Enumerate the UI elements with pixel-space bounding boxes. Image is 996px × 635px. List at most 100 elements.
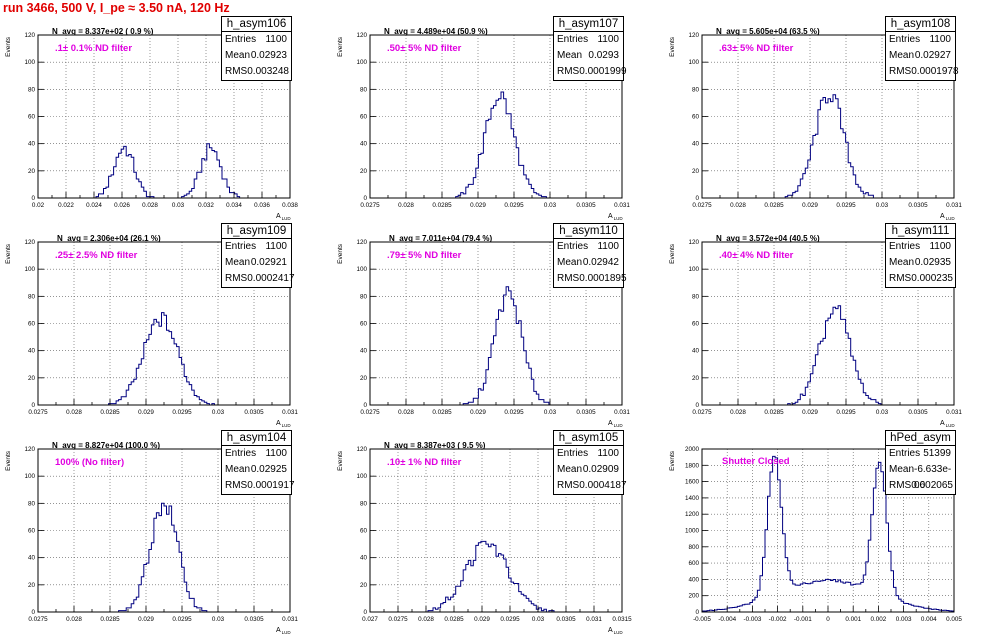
stat-label: Entries bbox=[557, 448, 589, 459]
y-tick-label: 80 bbox=[28, 500, 36, 507]
stat-label: RMS bbox=[889, 66, 912, 77]
x-tick-label: 0.0295 bbox=[836, 202, 856, 209]
stat-value: 51399 bbox=[923, 448, 951, 459]
stat-value: 0.0001895 bbox=[579, 273, 627, 284]
y-tick-label: 60 bbox=[28, 114, 36, 121]
x-tick-label: 0.0305 bbox=[908, 409, 928, 416]
y-tick-label: 0 bbox=[363, 402, 367, 409]
y-tick-label: 0 bbox=[31, 402, 35, 409]
y-tick-label: 100 bbox=[24, 473, 35, 480]
y-tick-label: 1200 bbox=[685, 511, 700, 518]
stat-row-rms: RMS 0.0004187 bbox=[554, 478, 627, 494]
y-tick-label: 20 bbox=[28, 168, 36, 175]
x-tick-label: 0.03 bbox=[172, 202, 185, 209]
x-tick-label: 0.024 bbox=[86, 202, 102, 209]
y-tick-label: 1400 bbox=[685, 495, 700, 502]
y-tick-label: 800 bbox=[688, 544, 699, 551]
x-tick-label: 0.002 bbox=[871, 616, 887, 623]
x-tick-label: 0.0295 bbox=[172, 409, 192, 416]
navg-annotation: N_avg = 8.827e+04 (100.0 %) bbox=[52, 441, 161, 450]
y-tick-label: 20 bbox=[360, 375, 368, 382]
stat-value: 1100 bbox=[597, 34, 619, 45]
x-tick-label: -0.005 bbox=[693, 616, 711, 623]
x-tick-label: 0.03 bbox=[212, 409, 225, 416]
y-tick-label: 100 bbox=[356, 473, 367, 480]
stat-row-entries: Entries 1100 bbox=[886, 32, 955, 48]
y-tick-label: 1800 bbox=[685, 462, 700, 469]
stat-value: 0.002065 bbox=[911, 480, 953, 491]
histogram-line bbox=[370, 540, 622, 613]
x-tick-label: 0.0275 bbox=[692, 409, 712, 416]
stat-row-rms: RMS 0.0001978 bbox=[886, 64, 959, 80]
stat-value: 1100 bbox=[265, 34, 287, 45]
y-tick-label: 20 bbox=[692, 168, 700, 175]
filter-label: .25± 2.5% ND filter bbox=[55, 250, 138, 261]
histogram-panel-h_asym108: 0.0275 0.028 0.0285 0.029 0.0295 0.03 0.0305 0.… bbox=[664, 14, 996, 221]
y-axis-label: Events bbox=[669, 450, 676, 471]
x-tick-label: 0.001 bbox=[845, 616, 861, 623]
y-tick-label: 20 bbox=[28, 375, 36, 382]
stat-label: Mean bbox=[889, 257, 915, 268]
x-tick-label: 0.0295 bbox=[504, 409, 524, 416]
x-tick-label: 0.0305 bbox=[576, 202, 596, 209]
x-axis-label: ALUD bbox=[276, 213, 291, 221]
x-axis-label: ALUD bbox=[608, 213, 623, 221]
navg-annotation: N_avg = 4.489e+04 (50.9 %) bbox=[384, 27, 488, 36]
histogram-name: h_asym110 bbox=[554, 224, 623, 239]
stat-row-rms: RMS 0.003248 bbox=[222, 64, 291, 80]
x-tick-label: 0.028 bbox=[730, 409, 746, 416]
x-tick-label: 0.029 bbox=[474, 616, 490, 623]
x-tick-label: 0.029 bbox=[470, 202, 486, 209]
histogram-plot: 0.02 0.022 0.024 0.026 0.028 0.03 0.032 0.034 0.… bbox=[5, 32, 298, 221]
x-tick-label: 0.03 bbox=[212, 616, 225, 623]
y-tick-label: 40 bbox=[360, 141, 368, 148]
x-tick-label: 0.0315 bbox=[612, 616, 632, 623]
stat-value: 0.02923 bbox=[250, 50, 287, 61]
y-axis-label: Events bbox=[337, 36, 344, 57]
stat-label: Entries bbox=[225, 34, 257, 45]
x-tick-label: 0.031 bbox=[614, 409, 630, 416]
x-tick-label: 0.029 bbox=[802, 409, 818, 416]
y-tick-label: 1000 bbox=[685, 528, 700, 535]
y-tick-label: 120 bbox=[356, 239, 367, 246]
stat-row-mean: Mean 0.02935 bbox=[886, 255, 955, 271]
x-axis-label: ALUD bbox=[608, 627, 623, 635]
stat-value: 0.003248 bbox=[247, 66, 289, 77]
x-tick-label: 0.0295 bbox=[504, 202, 524, 209]
histogram-plot: 0.0275 0.028 0.0285 0.029 0.0295 0.03 0.0305 0.… bbox=[669, 239, 962, 428]
navg-annotation: N_avg = 8.337e+02 ( 0.9 %) bbox=[52, 27, 154, 36]
x-tick-label: 0.003 bbox=[896, 616, 912, 623]
y-tick-label: 0 bbox=[31, 609, 35, 616]
stat-value: 0.02925 bbox=[250, 464, 287, 475]
y-tick-label: 20 bbox=[692, 375, 700, 382]
y-tick-label: 60 bbox=[360, 114, 368, 121]
x-tick-label: 0.0275 bbox=[360, 202, 380, 209]
y-tick-label: 80 bbox=[692, 293, 700, 300]
y-tick-label: 80 bbox=[360, 293, 368, 300]
y-tick-label: 120 bbox=[356, 32, 367, 39]
stat-row-rms: RMS 0.0002417 bbox=[222, 271, 295, 287]
stat-label: RMS bbox=[557, 273, 580, 284]
x-tick-label: 0.028 bbox=[398, 409, 414, 416]
x-tick-label: 0.029 bbox=[470, 409, 486, 416]
x-tick-label: 0.0285 bbox=[100, 616, 120, 623]
y-axis-label: Events bbox=[669, 243, 676, 264]
x-tick-label: 0.031 bbox=[282, 616, 298, 623]
stat-label: Mean bbox=[889, 464, 915, 475]
stat-label: RMS bbox=[557, 480, 580, 491]
y-tick-label: 100 bbox=[356, 266, 367, 273]
stat-label: Entries bbox=[889, 448, 921, 459]
y-tick-label: 60 bbox=[692, 114, 700, 121]
x-tick-label: 0.004 bbox=[921, 616, 937, 623]
x-tick-label: 0.0305 bbox=[244, 409, 264, 416]
y-tick-label: 60 bbox=[28, 528, 36, 535]
x-tick-label: 0.0305 bbox=[244, 616, 264, 623]
stats-box: h_asym104 Entries 1100 Mean 0.02925 RMS 0.0001… bbox=[221, 430, 295, 495]
y-axis-label: Events bbox=[5, 450, 12, 471]
stat-label: Mean bbox=[225, 257, 251, 268]
y-tick-label: 60 bbox=[692, 321, 700, 328]
filter-label: .1± 0.1% ND filter bbox=[55, 43, 133, 54]
stat-label: Entries bbox=[889, 34, 921, 45]
x-tick-label: 0.0285 bbox=[432, 202, 452, 209]
y-tick-label: 120 bbox=[24, 32, 35, 39]
